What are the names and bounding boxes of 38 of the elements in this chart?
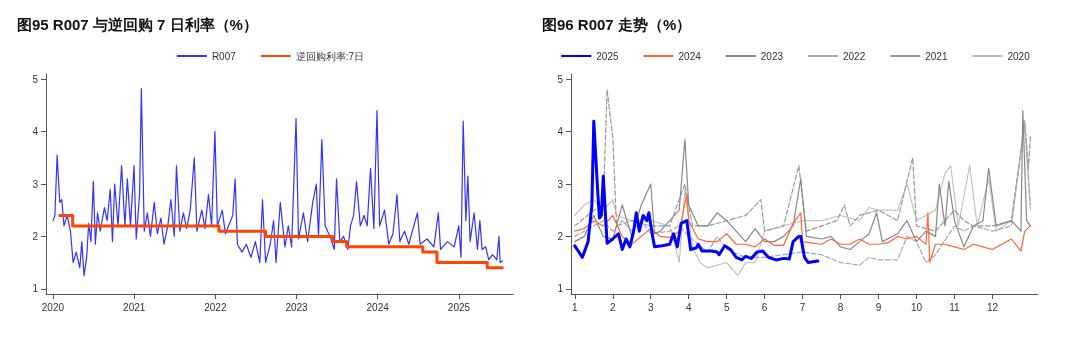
x-tick-label: 1 [572,301,579,313]
x-tick-label: 2023 [285,301,309,313]
y-tick-label: 4 [557,126,564,138]
x-tick-label: 9 [875,301,882,313]
x-tick-label: 12 [986,301,999,313]
legend-label: 2024 [678,50,702,62]
y-tick-label: 2 [557,230,564,242]
legend-label: 2022 [843,50,866,62]
legend-label: 2023 [760,50,784,62]
x-tick-label: 5 [723,301,730,313]
legend-label: R007 [211,50,237,62]
legend-label: 逆回购利率:7日 [295,50,365,62]
x-tick-label: 2 [609,301,616,313]
y-tick-label: 1 [32,283,39,295]
x-tick-label: 10 [910,301,923,313]
x-tick-label: 7 [799,301,806,313]
y-tick-label: 5 [32,73,39,85]
y-tick-label: 2 [32,230,39,242]
x-tick-label: 11 [949,301,961,313]
x-tick-label: 2022 [204,301,227,313]
x-tick-label: 2025 [447,301,471,313]
x-tick-label: 2024 [366,301,390,313]
chart-title: 图96 R007 走势（%） [542,16,692,33]
y-tick-label: 3 [557,178,564,190]
legend-label: 2025 [596,50,619,62]
x-tick-label: 6 [761,301,768,313]
x-tick-label: 4 [685,301,692,313]
legend-label: 2020 [1007,50,1031,62]
x-tick-label: 2020 [41,301,65,313]
y-tick-label: 4 [32,126,39,138]
chart-title: 图95 R007 与逆回购 7 日利率（%） [17,16,258,33]
y-tick-label: 5 [557,73,564,85]
y-tick-label: 3 [32,178,39,190]
legend-label: 2021 [925,50,948,62]
x-tick-label: 3 [647,301,654,313]
x-tick-label: 8 [837,301,844,313]
x-tick-label: 2021 [123,301,146,313]
y-tick-label: 1 [557,283,564,295]
